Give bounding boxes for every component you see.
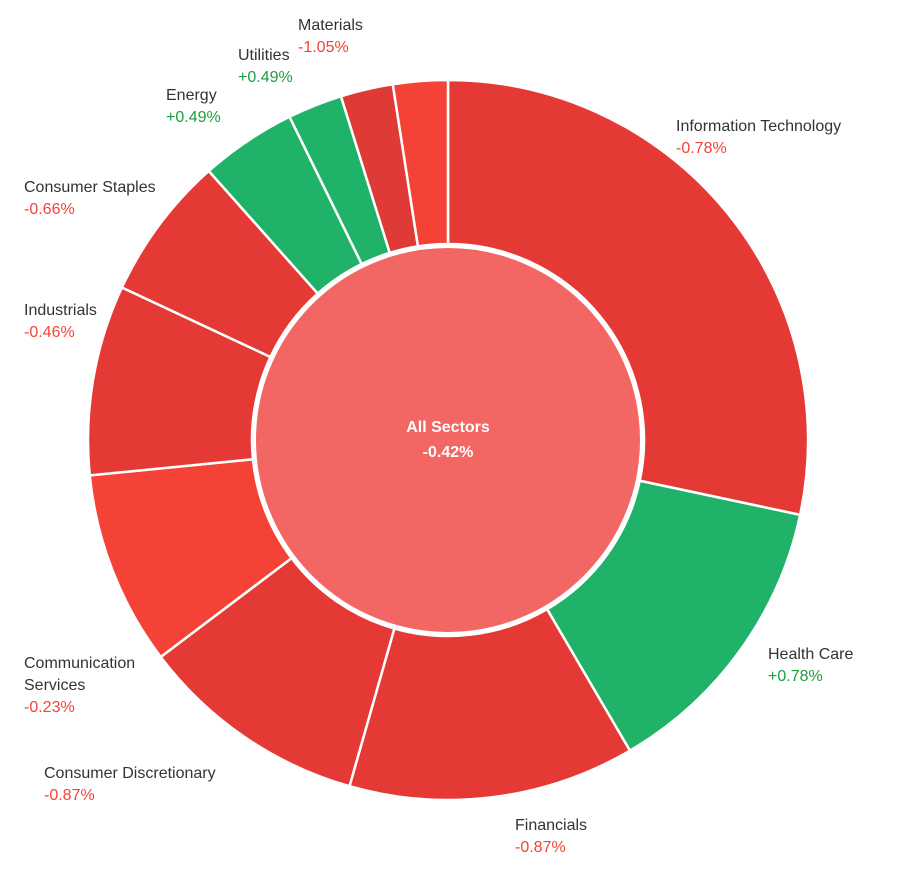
center-change: -0.42% (423, 444, 474, 461)
sector-change-financials: -0.87% (515, 839, 566, 856)
sector-change-information-technology: -0.78% (676, 140, 727, 157)
sector-name-materials: Materials (298, 17, 363, 34)
slice-real-estate[interactable] (391, 78, 450, 248)
label-consumer-staples: Consumer Staples -0.66% (24, 179, 156, 218)
label-utilities: Utilities +0.49% (238, 47, 293, 86)
sector-name-financials: Financials (515, 817, 587, 834)
sector-name-information-technology: Information Technology (676, 118, 841, 135)
sector-name-communication-services: Communication Services (24, 655, 135, 694)
sector-name-consumer-staples: Consumer Staples (24, 179, 156, 196)
label-information-technology: Information Technology -0.78% (676, 118, 841, 157)
sector-change-energy: +0.49% (166, 109, 221, 126)
slice-information-technology[interactable] (446, 78, 810, 517)
sector-name-utilities: Utilities (238, 47, 290, 64)
label-industrials: Industrials -0.46% (24, 302, 97, 341)
slice-financials[interactable] (347, 607, 632, 802)
sector-name-consumer-discretionary: Consumer Discretionary (44, 765, 216, 782)
label-materials: Materials -1.05% (298, 17, 363, 56)
sector-labels: Information Technology -0.78% Health Care +… (24, 17, 853, 856)
center-disc-circle[interactable] (254, 246, 642, 634)
sector-change-industrials: -0.46% (24, 324, 75, 341)
sector-name-energy: Energy (166, 87, 217, 104)
center-label: All Sectors (406, 419, 490, 436)
sector-slices (86, 78, 810, 802)
label-health-care: Health Care +0.78% (768, 646, 853, 685)
sector-name-industrials: Industrials (24, 302, 97, 319)
label-financials: Financials -0.87% (515, 817, 587, 856)
center-disc[interactable]: All Sectors -0.42% (254, 246, 642, 634)
label-communication-services: Communication Services -0.23% (24, 655, 135, 716)
sector-change-communication-services: -0.23% (24, 699, 75, 716)
sector-change-utilities: +0.49% (238, 69, 293, 86)
sector-change-materials: -1.05% (298, 39, 349, 56)
sector-change-consumer-discretionary: -0.87% (44, 787, 95, 804)
slice-health-care[interactable] (545, 479, 802, 753)
sector-change-consumer-staples: -0.66% (24, 201, 75, 218)
sector-change-health-care: +0.78% (768, 668, 823, 685)
label-energy: Energy +0.49% (166, 87, 221, 126)
sector-name-health-care: Health Care (768, 646, 853, 663)
label-consumer-discretionary: Consumer Discretionary -0.87% (44, 765, 216, 804)
